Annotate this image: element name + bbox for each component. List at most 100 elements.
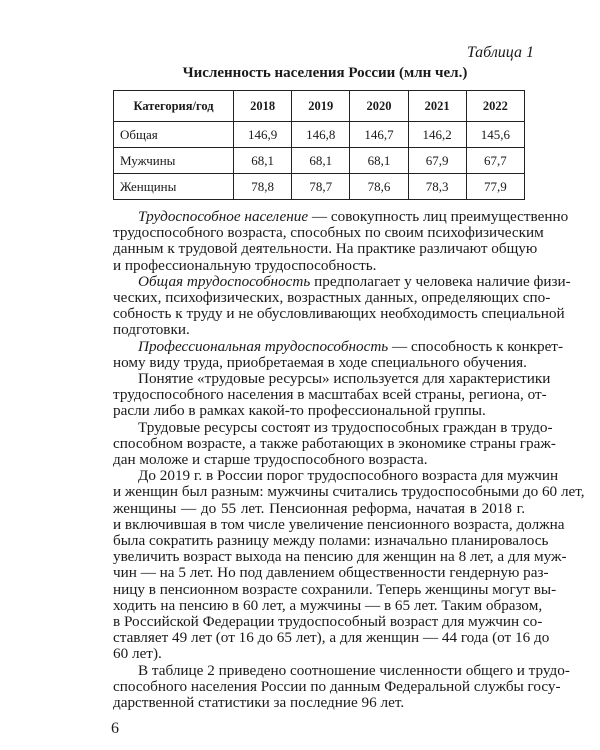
cell-value: 77,9 (465, 173, 526, 200)
term-italic: Профессиональная трудоспособность (138, 337, 389, 355)
text-line: Трудовые ресурсы состоят из трудоспособн… (113, 419, 553, 436)
table-title: Численность населения России (млн чел.) (182, 65, 468, 81)
paragraph: В таблице 2 приведено соотношение числен… (113, 662, 570, 712)
line-text: дан моложе и старше трудоспособного возр… (113, 451, 428, 469)
paragraph: Понятие «трудовые ресурсы» используется … (113, 370, 550, 420)
population-table: Категория/год 2018 2019 2020 2021 2022 Общая 1… (113, 90, 526, 200)
paragraph: Трудоспособное население — совокупность … (113, 208, 568, 274)
line-text: чин — на 5 лет. Но под давлением обществ… (113, 564, 549, 582)
table-row: Женщины 78,8 78,7 78,6 78,3 77,9 (113, 173, 526, 200)
line-text: ставляет 49 лет (от 16 до 65 лет), а для… (113, 629, 550, 647)
cell-value: 146,8 (291, 121, 351, 148)
line-text: в Российской Федерации трудоспособный во… (113, 613, 543, 631)
cell-value: 68,1 (291, 147, 351, 174)
text-line: ческих, психофизических, возрастных данн… (113, 289, 550, 306)
cell-value: 146,9 (232, 121, 293, 148)
text-line: Общая трудоспособность предполагает у че… (113, 272, 571, 290)
table-header-cell: 2021 (407, 90, 467, 122)
cell-value: 67,9 (407, 147, 467, 174)
text-line: Профессиональная трудоспособность — спос… (113, 337, 563, 355)
table-header-cell: 2018 (232, 90, 293, 122)
text-line: была сократить разницу между полами: изн… (113, 532, 548, 549)
line-text: собность к труду и не обусловливающих не… (113, 305, 565, 323)
line-text: — способность к конкрет- (388, 337, 564, 355)
row-category: Женщины (113, 173, 234, 200)
text-line: чин — на 5 лет. Но под давлением обществ… (113, 565, 549, 581)
line-text: данным к трудовой деятельности. На практ… (113, 240, 538, 258)
text-line: ницу в пенсионном возрасте сохранили. Те… (113, 581, 556, 598)
table-body: Общая 146,9 146,8 146,7 146,2 145,6 Мужчины 68,… (113, 121, 526, 200)
line-text: трудоспособного возраста, способных по с… (113, 224, 544, 242)
text-line: собность к труду и не обусловливающих не… (113, 306, 565, 322)
table-label: Таблица 1 (466, 44, 534, 61)
cell-value: 146,7 (349, 121, 409, 148)
text-line: увеличить возраст выхода на пенсию для ж… (113, 549, 567, 565)
text-line: Понятие «трудовые ресурсы» используется … (113, 370, 550, 387)
cell-value: 78,7 (291, 173, 351, 200)
line-text: Трудовые ресурсы состоят из трудоспособн… (138, 418, 553, 436)
text-line: До 2019 г. в России порог трудоспособног… (113, 468, 558, 484)
text-line: В таблице 2 приведено соотношение числен… (113, 662, 570, 679)
text-line: женщины — до 55 лет. Пенсионная реформа,… (113, 499, 525, 517)
paragraph: До 2019 г. в России порог трудоспособног… (113, 468, 585, 662)
row-category: Общая (113, 121, 234, 148)
table-header-cell: 2020 (349, 90, 409, 122)
paragraph: Трудовые ресурсы состоят из трудоспособн… (113, 419, 556, 469)
cell-value: 145,6 (465, 121, 526, 148)
table-row: Общая 146,9 146,8 146,7 146,2 145,6 (113, 121, 526, 148)
cell-value: 68,1 (349, 147, 409, 174)
text-line: способном возрасте, а также работающих в… (113, 435, 556, 452)
text-line: дарственной статистики за последние 96 л… (113, 694, 525, 712)
line-text: В таблице 2 приведено соотношение числен… (138, 661, 570, 679)
term-italic: Трудоспособное население (138, 208, 309, 225)
line-text: и включившая в том числе увеличение пенс… (113, 515, 565, 533)
text-line: и женщин был разным: мужчины считались т… (113, 484, 585, 500)
line-text: предполагает у человека наличие физи- (310, 272, 571, 290)
page-number: 6 (111, 720, 119, 737)
line-text: способном возрасте, а также работающих в… (113, 434, 556, 452)
term-italic: Общая трудоспособность (138, 272, 311, 290)
text-line: ходить на пенсию в 60 лет, а мужчины — в… (113, 597, 542, 614)
table-header-cell: 2019 (291, 90, 351, 122)
line-text: дарственной статистики за последние 96 л… (113, 694, 405, 712)
line-text: увеличить возраст выхода на пенсию для ж… (113, 548, 567, 566)
paragraph: Общая трудоспособность предполагает у че… (113, 272, 571, 339)
line-text: подготовки. (113, 321, 190, 339)
text-line: данным к трудовой деятельности. На практ… (113, 241, 537, 257)
table-header-cell: 2022 (465, 90, 526, 122)
line-text: До 2019 г. в России порог трудоспособног… (138, 467, 559, 485)
text-line: Трудоспособное население — совокупность … (113, 208, 568, 225)
text-line: подготовки. (113, 322, 525, 338)
text-line: в Российской Федерации трудоспособный во… (113, 613, 542, 630)
text-line: дан моложе и старше трудоспособного возр… (113, 451, 525, 469)
text-line: способного населения России по данным Фе… (113, 678, 561, 695)
text-line: трудоспособного населения в масштабах вс… (113, 387, 547, 403)
text-line: и профессиональную трудоспособность. (113, 256, 525, 274)
text-line: 60 лет). (113, 646, 525, 662)
table-row: Мужчины 68,1 68,1 68,1 67,9 67,7 (113, 147, 526, 174)
line-text: была сократить разницу между полами: изн… (113, 532, 549, 550)
line-text: и профессиональную трудоспособность. (113, 256, 377, 274)
cell-value: 68,1 (232, 147, 293, 174)
line-text: расли либо в рамках какой-то профессиона… (113, 402, 486, 420)
line-text: ческих, психофизических, возрастных данн… (113, 289, 551, 307)
line-text: — совокупность лиц преимущественно (308, 208, 569, 225)
text-line: ставляет 49 лет (от 16 до 65 лет), а для… (113, 630, 549, 646)
table-header-cell: Категория/год (113, 90, 234, 122)
text-line: расли либо в рамках какой-то профессиона… (113, 403, 525, 419)
line-text: женщины — до 55 лет. Пенсионная реформа,… (113, 499, 525, 517)
cell-value: 146,2 (407, 121, 467, 148)
cell-value: 78,6 (349, 173, 409, 200)
line-text: ходить на пенсию в 60 лет, а мужчины — в… (113, 596, 543, 614)
line-text: 60 лет). (113, 645, 162, 663)
line-text: Понятие «трудовые ресурсы» используется … (138, 370, 551, 388)
body-text: Трудоспособное население — совокупность … (113, 208, 585, 712)
paragraph: Профессиональная трудоспособность — спос… (113, 337, 563, 371)
line-text: ницу в пенсионном возрасте сохранили. Те… (113, 580, 557, 598)
text-line: трудоспособного возраста, способных по с… (113, 225, 544, 241)
line-text: ному виду труда, приобретаемая в ходе сп… (113, 353, 527, 371)
line-text: и женщин был разным: мужчины считались т… (113, 483, 585, 501)
row-category: Мужчины (113, 147, 234, 174)
line-text: трудоспособного населения в масштабах вс… (113, 386, 547, 404)
cell-value: 78,8 (232, 173, 293, 200)
